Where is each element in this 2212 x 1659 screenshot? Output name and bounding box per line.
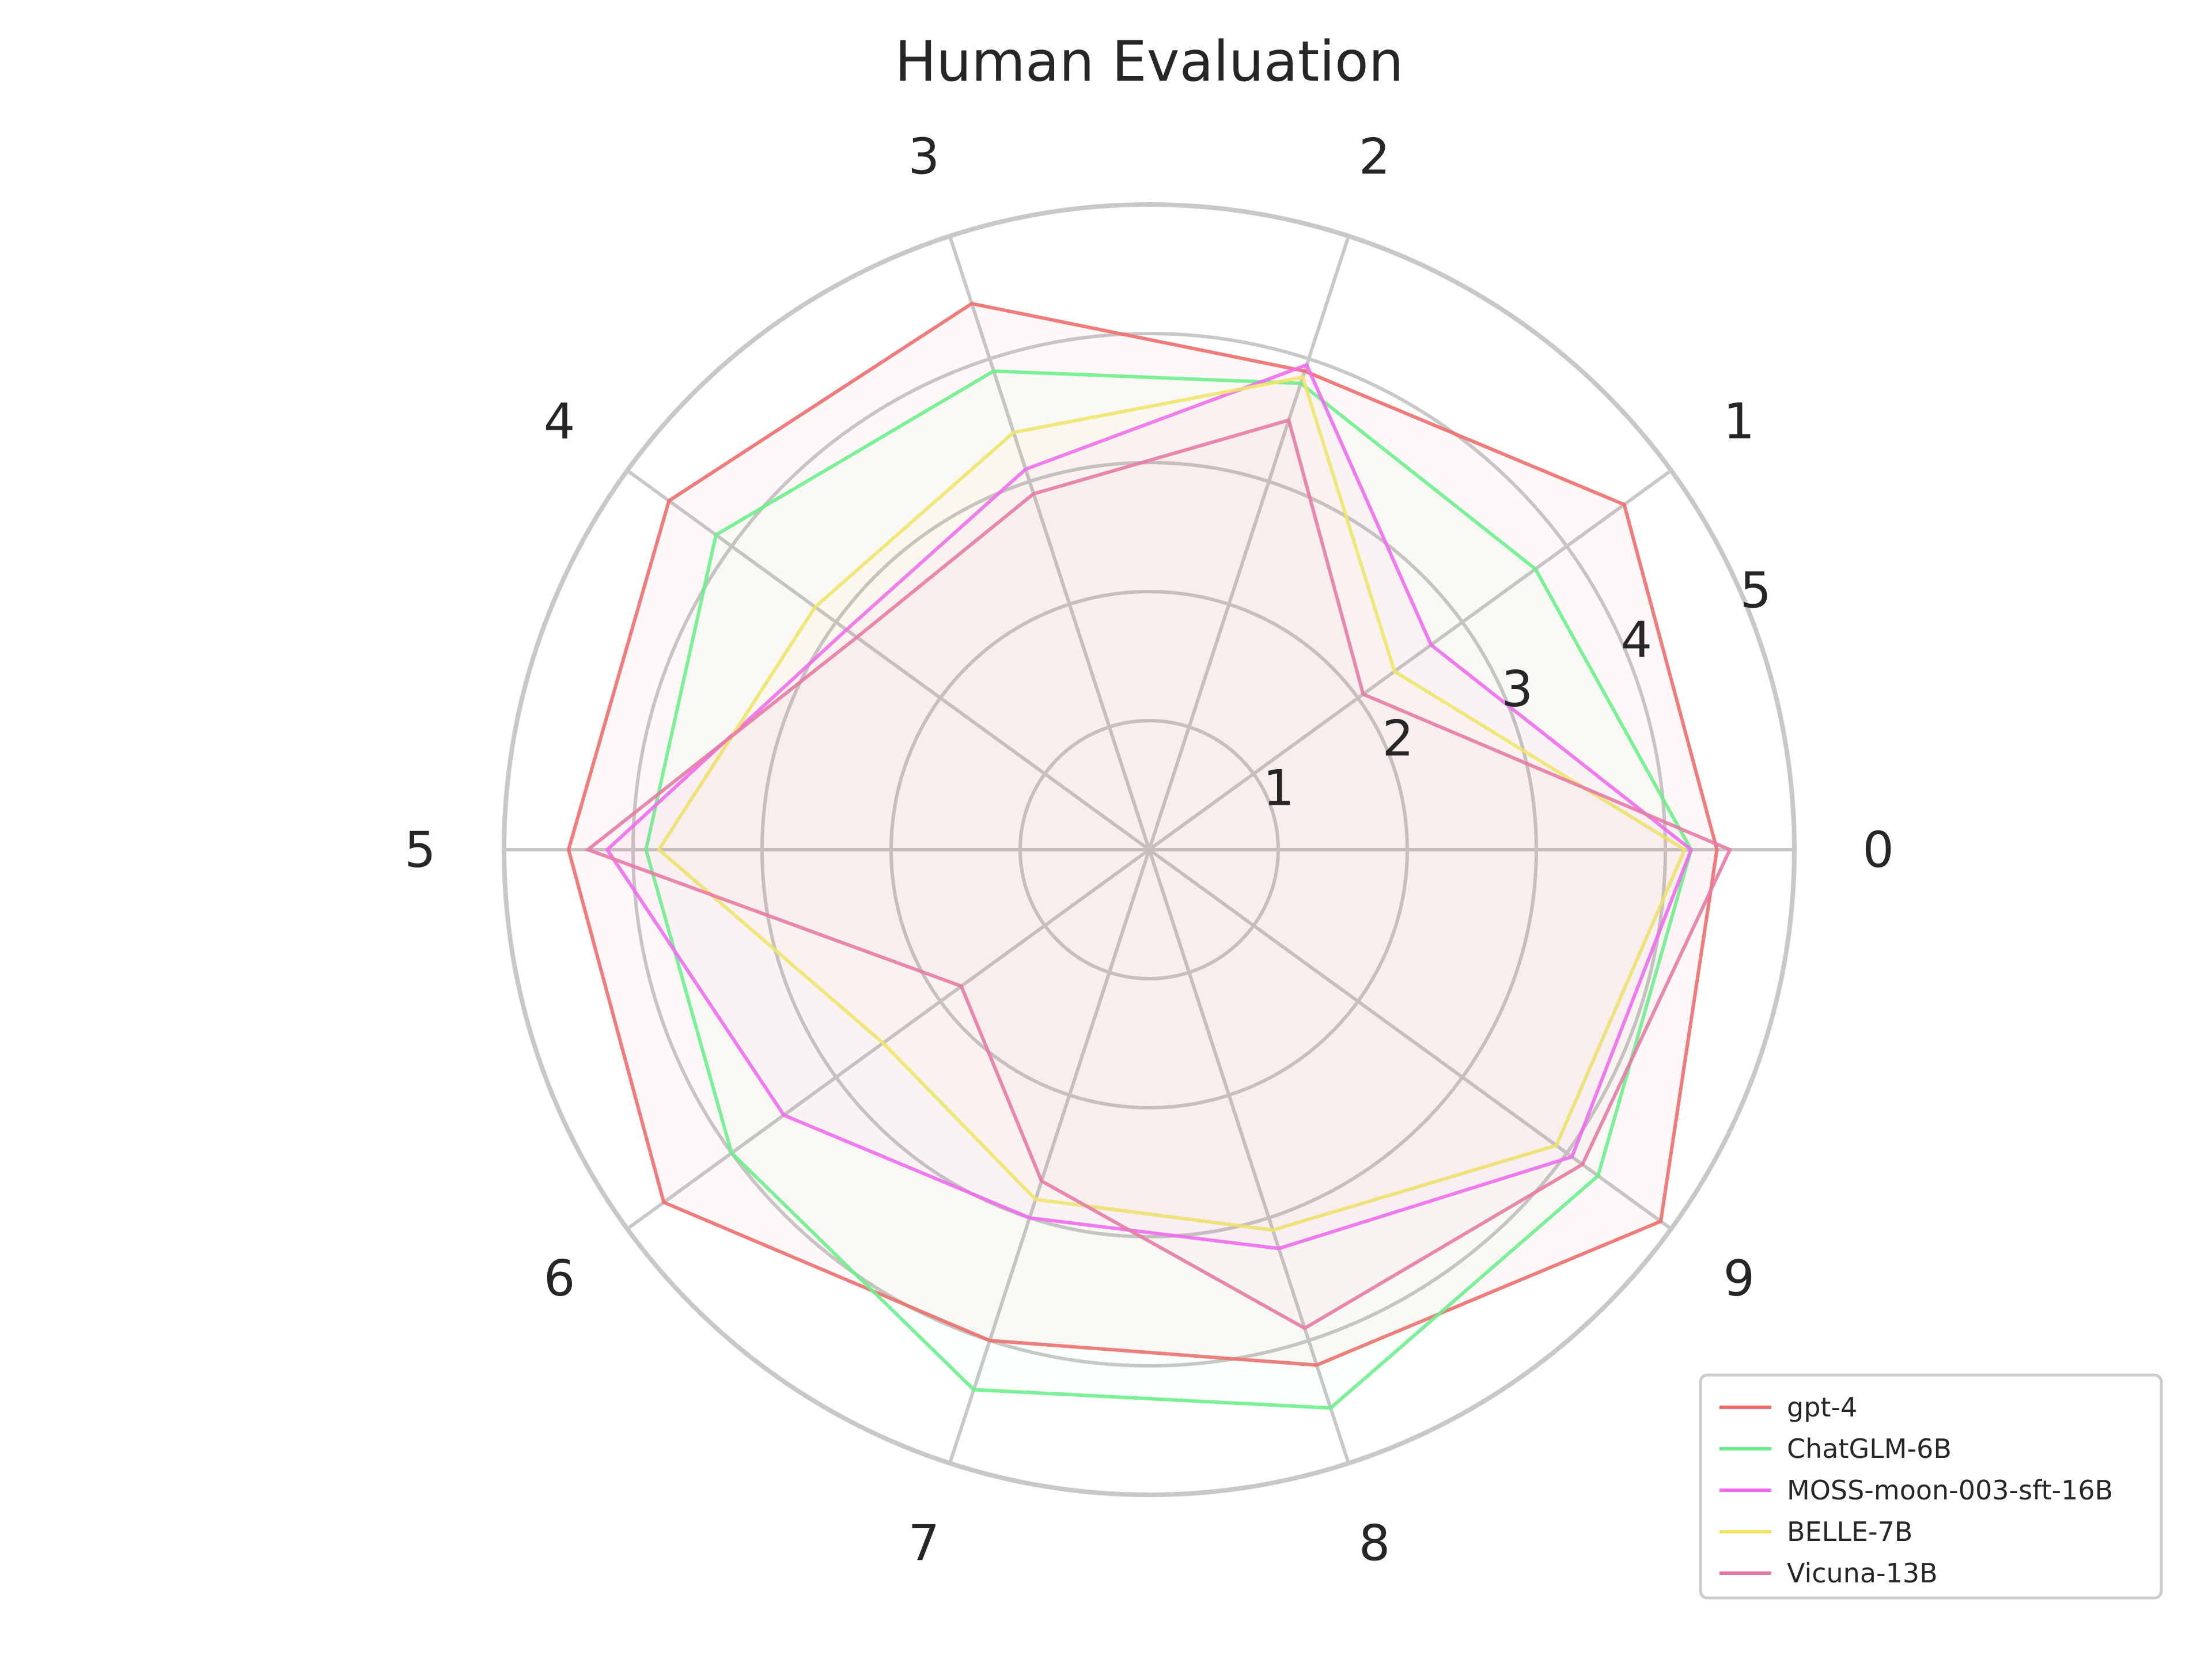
legend-label-1: ChatGLM-6B [1787, 1433, 1952, 1464]
category-label-9: 9 [1724, 1250, 1755, 1308]
spoke-8 [1147, 849, 1350, 1464]
legend-label-3: BELLE-7B [1787, 1516, 1912, 1547]
category-label-8: 8 [1359, 1515, 1391, 1573]
category-label-1: 1 [1724, 393, 1755, 450]
category-label-3: 3 [908, 128, 940, 185]
category-label-0: 0 [1862, 821, 1894, 879]
spoke-9 [1148, 848, 1672, 1230]
spoke-6 [626, 848, 1150, 1230]
spoke-3 [948, 235, 1151, 850]
radial-tick-label-3: 3 [1501, 661, 1533, 718]
series-moss-moon-003-sft-16b [605, 362, 1694, 1251]
category-label-2: 2 [1359, 128, 1391, 185]
series-vicuna-13b [584, 418, 1733, 1331]
legend-label-0: gpt-4 [1787, 1392, 1857, 1423]
radial-tick-label-4: 4 [1620, 611, 1652, 669]
polar-grid [502, 202, 1797, 1497]
series-layer [566, 301, 1733, 1410]
category-label-5: 5 [404, 821, 436, 879]
radial-tick-label-1: 1 [1263, 759, 1295, 817]
series-chatglm-6b [644, 369, 1694, 1410]
category-label-4: 4 [544, 393, 575, 450]
legend-label-4: Vicuna-13B [1787, 1558, 1938, 1589]
spoke-7 [948, 849, 1151, 1464]
label-layer: 0 1 2 3 4 5 6 7 8 9 1 2 3 4 5 [404, 128, 1894, 1572]
series-gpt-4 [566, 301, 1719, 1367]
series-belle-7b [656, 375, 1687, 1232]
spoke-1 [1148, 469, 1672, 851]
legend: gpt-4 ChatGLM-6B MOSS-moon-003-sft-16B BELL… [1699, 1373, 2163, 1600]
spoke-4 [626, 469, 1150, 851]
legend-label-2: MOSS-moon-003-sft-16B [1787, 1475, 2113, 1506]
category-label-7: 7 [908, 1515, 940, 1573]
radial-tick-label-2: 2 [1382, 710, 1414, 768]
chart-title: Human Evaluation [895, 29, 1403, 94]
legend-frame [1699, 1373, 2163, 1600]
category-label-6: 6 [544, 1250, 575, 1308]
radial-tick-label-5: 5 [1740, 562, 1771, 619]
spoke-2 [1147, 235, 1350, 850]
